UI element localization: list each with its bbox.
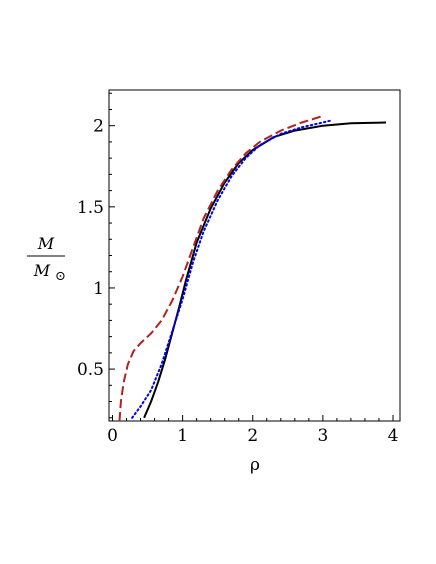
y-tick-label: 1 [93,279,104,299]
x-axis-ticks: 0 1 2 3 4 [107,415,398,446]
y-tick-label: 0.5 [77,360,104,380]
y-axis-label-numerator: M [37,234,55,253]
series-layer [118,115,387,422]
series-line-dotted [131,119,331,419]
x-tick-label: 4 [388,426,399,446]
x-tick-label: 1 [177,426,188,446]
x-tick-label: 3 [317,426,328,446]
series-line-dashed [118,115,324,422]
series-line-solid [143,121,387,419]
x-tick-label: 0 [107,426,118,446]
y-tick-label: 1.5 [77,198,104,218]
x-axis-label: ρ [250,455,260,475]
y-axis-ticks: 0.5 1 1.5 2 [77,92,115,419]
y-axis-label: M M ⊙ [27,234,66,284]
plot-frame [108,89,401,422]
y-axis-label-denominator: M [33,261,51,280]
y-tick-label: 2 [93,117,104,137]
y-axis-label-sun-symbol: ⊙ [55,269,66,284]
x-tick-label: 2 [247,426,258,446]
